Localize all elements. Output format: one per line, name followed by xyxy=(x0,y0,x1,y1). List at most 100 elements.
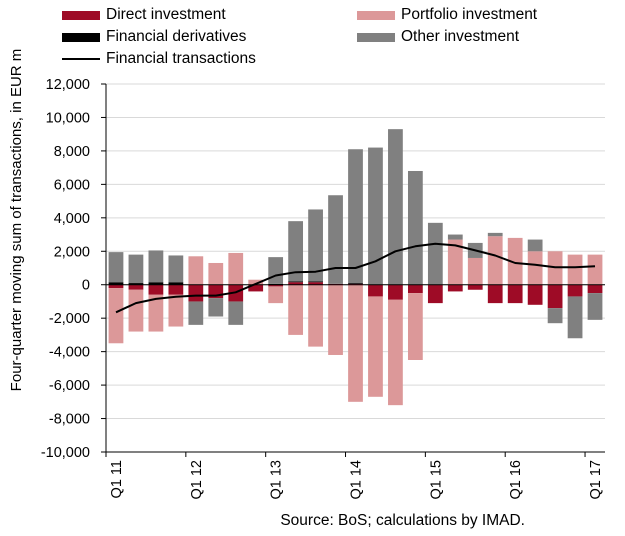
bar-other xyxy=(348,149,363,284)
y-tick-label: 4,000 xyxy=(54,211,90,227)
bar-other xyxy=(188,301,204,325)
legend-label-direct: Direct investment xyxy=(106,6,226,23)
legend: Direct investment Portfolio investment F… xyxy=(62,6,622,68)
x-tick-label: Q1 14 xyxy=(349,460,365,500)
y-tick-label: 12,000 xyxy=(46,77,90,93)
bar-other xyxy=(328,195,343,284)
bar-other xyxy=(547,308,563,324)
y-tick-labels: -10,000 -8,000 -6,000 -4,000 -2,000 0 2,000 4,0… xyxy=(41,77,90,461)
bar-other xyxy=(208,298,224,317)
x-tick-label: Q1 13 xyxy=(269,460,285,500)
bar-other xyxy=(128,254,144,284)
legend-label-portfolio: Portfolio investment xyxy=(401,6,538,23)
bar-direct xyxy=(567,284,583,297)
bar-other xyxy=(407,170,423,285)
bar-portfolio xyxy=(507,237,523,285)
x-tick-label: Q1 17 xyxy=(588,460,604,500)
bar-other xyxy=(268,257,284,284)
y-tick-label: 10,000 xyxy=(46,110,90,126)
y-axis-label: Four-quarter moving sum of transactions,… xyxy=(8,48,25,392)
bar-direct xyxy=(188,284,204,302)
bar-derivatives xyxy=(128,283,144,285)
x-tick-labels: Q1 11 Q1 12 Q1 13 Q1 14 Q1 15 Q1 16 Q1 17 xyxy=(109,460,604,500)
bar-direct xyxy=(547,284,563,309)
legend-item-other: Other investment xyxy=(357,28,519,46)
y-tick-label: -10,000 xyxy=(41,445,90,461)
bar-direct xyxy=(108,284,124,289)
bar-derivatives xyxy=(348,283,363,284)
bar-direct xyxy=(407,284,423,294)
bar-portfolio xyxy=(188,256,204,285)
bar-direct xyxy=(148,284,164,295)
y-tick-label: 2,000 xyxy=(54,244,90,260)
legend-item-transactions: Financial transactions xyxy=(62,50,256,68)
bar-direct xyxy=(527,284,543,305)
x-tick-label: Q1 11 xyxy=(109,460,125,498)
y-tick-label: -6,000 xyxy=(49,378,90,394)
bar-direct xyxy=(447,284,463,292)
bar-portfolio xyxy=(447,239,463,285)
transactions-line xyxy=(115,242,596,314)
bar-derivatives xyxy=(288,281,304,283)
bar-direct xyxy=(268,284,284,287)
bar-portfolio xyxy=(108,288,124,344)
bar-other xyxy=(148,250,164,283)
bar-portfolio xyxy=(487,236,503,285)
bar-derivatives xyxy=(148,282,164,285)
bar-other xyxy=(168,255,184,283)
bar-direct xyxy=(467,284,483,290)
legend-swatch-other xyxy=(357,32,395,42)
bar-portfolio xyxy=(567,254,583,285)
x-tick-label: Q1 16 xyxy=(508,460,524,500)
bar-direct xyxy=(168,284,184,295)
bar-other xyxy=(567,296,583,339)
legend-label-other: Other investment xyxy=(401,28,520,45)
legend-item-direct: Direct investment xyxy=(62,6,226,24)
bar-portfolio xyxy=(348,284,363,402)
y-tick-label: -8,000 xyxy=(49,412,90,428)
bars xyxy=(108,129,603,406)
bar-portfolio xyxy=(208,262,224,285)
bar-portfolio xyxy=(248,279,264,285)
bar-other xyxy=(308,209,323,282)
bar-portfolio xyxy=(527,251,543,285)
bar-other xyxy=(527,239,543,252)
axes xyxy=(101,83,605,457)
bar-direct xyxy=(288,282,304,285)
legend-swatch-derivatives xyxy=(62,32,100,42)
bar-direct xyxy=(368,284,383,297)
bar-portfolio xyxy=(388,299,403,406)
y-tick-label: 0 xyxy=(82,278,90,294)
legend-item-derivatives: Financial derivatives xyxy=(62,28,246,46)
y-tick-label: -2,000 xyxy=(49,311,90,327)
bar-derivatives xyxy=(168,282,184,285)
bar-portfolio xyxy=(168,294,184,327)
y-tick-label: 6,000 xyxy=(54,177,90,193)
bar-portfolio xyxy=(407,293,423,360)
y-tick-label: -4,000 xyxy=(49,345,90,361)
transactions-line-group xyxy=(115,242,596,314)
bar-direct xyxy=(308,282,323,285)
bar-other xyxy=(388,129,403,285)
bar-other xyxy=(587,293,603,320)
source-note: Source: BoS; calculations by IMAD. xyxy=(280,512,525,529)
x-tick-label: Q1 15 xyxy=(428,460,444,500)
x-tick-label: Q1 12 xyxy=(189,460,205,500)
legend-item-portfolio: Portfolio investment xyxy=(357,6,537,24)
bar-direct xyxy=(507,284,523,304)
bar-direct xyxy=(427,284,443,304)
legend-swatch-direct xyxy=(62,10,100,20)
bar-portfolio xyxy=(587,254,603,285)
bar-portfolio xyxy=(308,284,323,347)
bar-portfolio xyxy=(228,252,244,285)
bar-direct xyxy=(248,284,264,292)
bar-other xyxy=(487,232,503,237)
bar-other xyxy=(288,221,304,282)
bar-portfolio xyxy=(268,286,284,304)
bar-direct xyxy=(587,284,603,294)
legend-label-transactions: Financial transactions xyxy=(106,50,256,67)
y-tick-label: 8,000 xyxy=(54,144,90,160)
bar-other xyxy=(368,147,383,285)
bar-derivatives xyxy=(108,282,124,285)
